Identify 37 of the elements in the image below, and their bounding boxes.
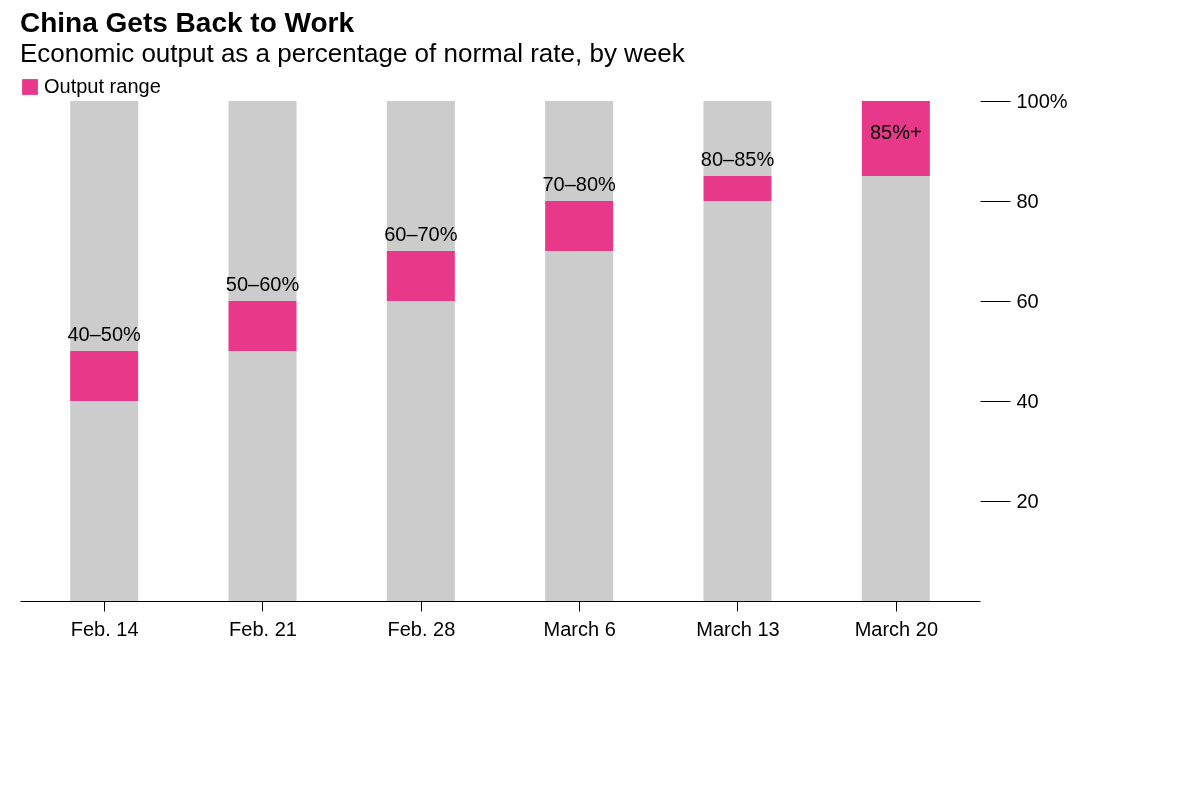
- y-tick-label: 80: [1016, 189, 1039, 212]
- bar: [228, 301, 297, 351]
- bar: [70, 101, 139, 351]
- bar: [545, 251, 614, 601]
- x-tick-label: Feb. 21: [229, 617, 297, 640]
- bar: [545, 201, 614, 251]
- annotation: 40–50%: [67, 323, 142, 345]
- x-tick-label: March 20: [854, 617, 939, 640]
- bar: [386, 251, 455, 301]
- bar: [861, 176, 930, 601]
- y-tick-label: 40: [1016, 389, 1039, 412]
- annotation: 70–80%: [542, 173, 617, 195]
- x-tick-label: March 13: [696, 617, 780, 640]
- bar: [228, 101, 297, 301]
- annotation: 50–60%: [225, 273, 300, 295]
- bar: [545, 101, 614, 201]
- chart-title: China Gets Back to Work: [20, 7, 355, 38]
- x-tick-label: Feb. 14: [70, 617, 139, 640]
- bar: [386, 301, 455, 601]
- annotation: 60–70%: [384, 223, 458, 245]
- bar: [228, 351, 297, 601]
- bar: [70, 351, 139, 401]
- bar: [703, 101, 772, 176]
- y-tick-label: 20: [1016, 489, 1039, 512]
- chart-subtitle: Economic output as a percentage of normal rate, by week: [20, 38, 686, 68]
- annotation: 85%+: [869, 121, 922, 143]
- bar: [386, 101, 455, 251]
- x-tick-label: Feb. 28: [387, 617, 456, 640]
- y-tick-label: 60: [1016, 289, 1039, 312]
- bar: [703, 176, 772, 201]
- y-tick-label: 100%: [1016, 89, 1068, 112]
- legend-label: Output range: [44, 75, 161, 97]
- bar: [861, 101, 930, 176]
- annotation: 80–85%: [700, 148, 775, 170]
- bar: [70, 401, 139, 601]
- bar: [703, 201, 772, 601]
- x-tick-label: March 6: [543, 617, 616, 640]
